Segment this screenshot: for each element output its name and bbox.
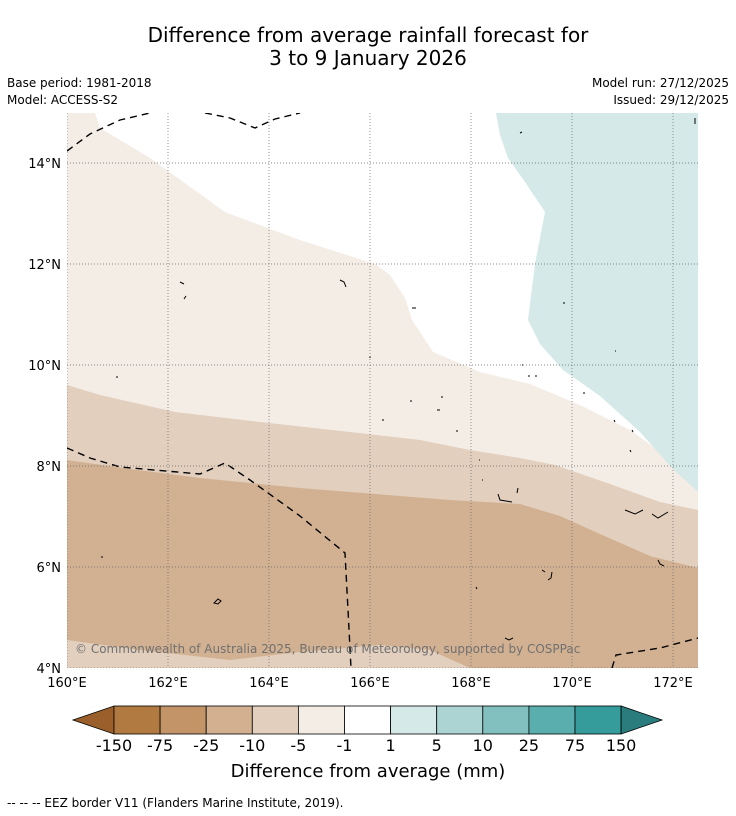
- islands: [101, 118, 696, 641]
- colorbar-segment: [159, 705, 207, 735]
- lon-tick-label: 170°E: [552, 676, 592, 691]
- base-period: Base period: 1981-2018: [7, 76, 152, 90]
- band-bottom-light: [67, 640, 470, 668]
- title-line-1: Difference from average rainfall forecas…: [147, 23, 589, 47]
- colorbar-segment: [205, 705, 253, 735]
- band-plus1-plus5: [496, 113, 698, 492]
- axis-labels: 160°E 162°E 164°E 166°E 168°E 170°E 172°E 14°N 1…: [28, 157, 693, 691]
- colorbar-tick-label: -1: [336, 736, 353, 755]
- lon-tick-label: 164°E: [249, 676, 289, 691]
- gridlines: [67, 113, 698, 668]
- model-run: Model run: 27/12/2025: [591, 76, 729, 90]
- colorbar-segment: [251, 705, 299, 735]
- colorbar-title: Difference from average (mm): [230, 761, 506, 782]
- band-minus25-minus10: [67, 460, 698, 668]
- colorbar-tick-label: -150: [95, 736, 133, 755]
- eez-legend-note: -- -- -- EEZ border V11 (Flanders Marine…: [7, 796, 344, 810]
- colorbar-segment: [574, 705, 622, 735]
- colorbar-segment: [436, 705, 484, 735]
- lon-tick-label: 168°E: [451, 676, 491, 691]
- colorbar-segment: [390, 705, 438, 735]
- colorbar-tick-label: 75: [564, 736, 586, 755]
- lat-tick-label: 12°N: [28, 258, 61, 273]
- issued-date: Issued: 29/12/2025: [613, 93, 729, 107]
- lon-tick-label: 160°E: [47, 676, 87, 691]
- colorbar-segment: [482, 705, 530, 735]
- colorbar-tick-label: 5: [431, 736, 442, 755]
- colorbar-tick-label: 150: [605, 736, 637, 755]
- colorbar-segment: [113, 705, 161, 735]
- lon-tick-label: 162°E: [148, 676, 188, 691]
- lat-tick-label: 4°N: [37, 662, 62, 677]
- colorbar-tick-label: -5: [290, 736, 307, 755]
- colorbar-tick-label: 25: [518, 736, 540, 755]
- copyright-text: © Commonwealth of Australia 2025, Bureau…: [75, 642, 580, 656]
- map-fill-regions: [67, 113, 698, 668]
- colorbar-arrow-left: [71, 705, 115, 735]
- lat-tick-label: 8°N: [37, 460, 62, 475]
- model-name: Model: ACCESS-S2: [7, 93, 119, 107]
- lat-tick-label: 14°N: [28, 157, 61, 172]
- colorbar-segment: [297, 705, 345, 735]
- lon-tick-label: 166°E: [350, 676, 390, 691]
- lon-tick-label: 172°E: [653, 676, 693, 691]
- lat-tick-label: 6°N: [37, 561, 62, 576]
- colorbar-tick-label: -25: [193, 736, 220, 755]
- colorbar-segment: [344, 705, 391, 735]
- colorbar-tick-label: 1: [385, 736, 396, 755]
- title-line-2: 3 to 9 January 2026: [269, 46, 467, 70]
- colorbar-tick-label: -10: [239, 736, 266, 755]
- colorbar-arrow-right: [620, 705, 664, 735]
- colorbar: [71, 705, 664, 735]
- colorbar-segment: [528, 705, 576, 735]
- colorbar-tick-label: 10: [472, 736, 493, 755]
- eez-borders: [67, 113, 698, 668]
- colorbar-tick-label: -75: [147, 736, 174, 755]
- lat-tick-label: 10°N: [28, 359, 61, 374]
